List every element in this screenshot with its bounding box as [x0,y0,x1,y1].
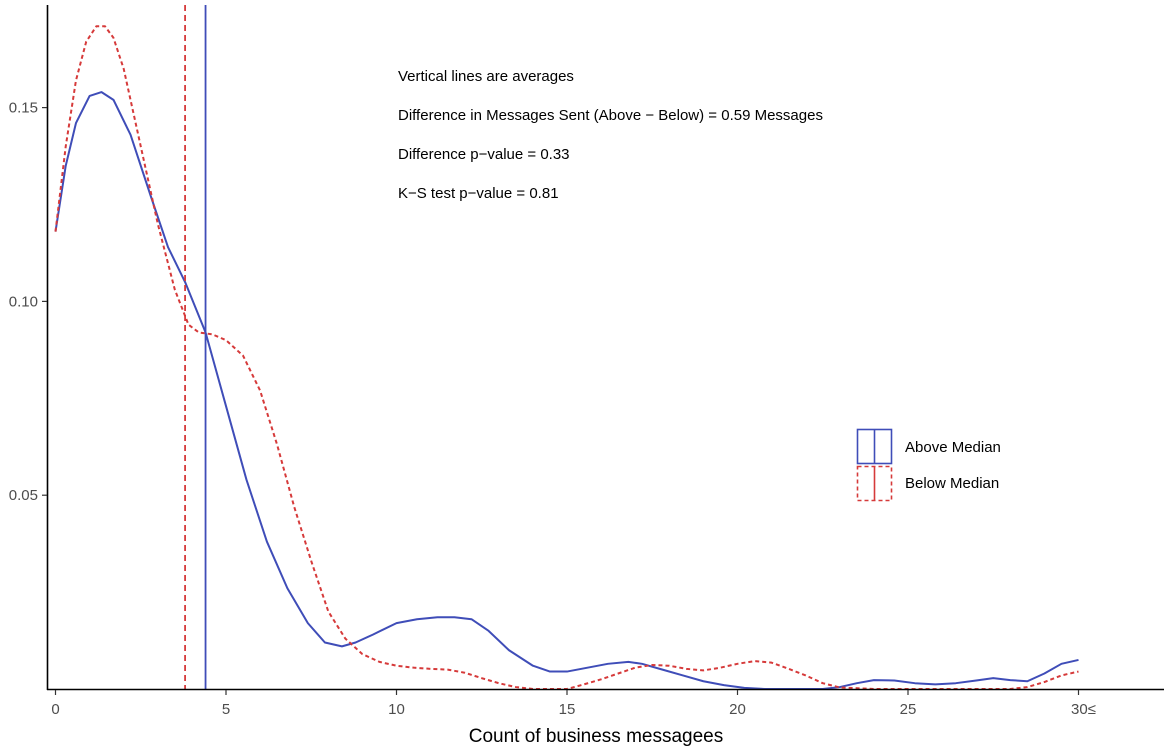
legend-key-below-median [856,465,893,502]
legend-item-above-median: Above Median [856,428,1001,465]
annotation-ks-pvalue: K−S test p−value = 0.81 [398,185,559,202]
legend: Above Median Below Median [856,428,1001,502]
x-axis-ticks: 0 5 10 15 20 25 30≤ [51,690,1096,718]
y-tick-label: 0.05 [9,487,38,504]
y-tick-label: 0.15 [9,100,38,117]
series-layer [54,25,1079,690]
y-axis-ticks: 0.05 0.10 0.15 [9,100,47,504]
annotation-difference: Difference in Messages Sent (Above − Bel… [398,107,823,124]
x-tick-label: 30≤ [1071,701,1096,718]
x-axis-title: Count of business messagees [469,726,724,747]
density-line-below-median [54,25,1079,690]
legend-label-below-median: Below Median [905,475,999,492]
legend-label-above-median: Above Median [905,439,1001,456]
x-tick-label: 0 [51,701,59,718]
y-tick-label: 0.10 [9,293,38,310]
annotation-difference-pvalue: Difference p−value = 0.33 [398,146,570,163]
x-tick-label: 10 [388,701,405,718]
legend-item-below-median: Below Median [856,465,999,502]
x-tick-label: 15 [559,701,576,718]
x-tick-label: 5 [222,701,230,718]
x-tick-label: 25 [900,701,917,718]
x-tick-label: 20 [729,701,746,718]
mean-lines [184,5,207,689]
annotation-vertical-lines: Vertical lines are averages [398,68,574,85]
annotation-block: Vertical lines are averages Difference i… [398,68,823,202]
legend-key-above-median [856,428,893,465]
density-line-above-median [54,91,1079,690]
